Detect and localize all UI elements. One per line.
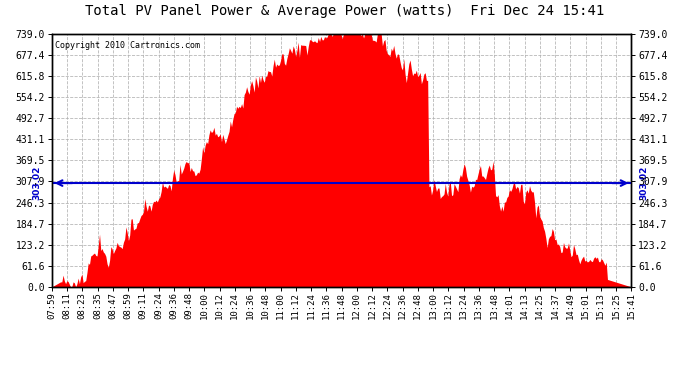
Text: Copyright 2010 Cartronics.com: Copyright 2010 Cartronics.com [55,41,199,50]
Text: Total PV Panel Power & Average Power (watts)  Fri Dec 24 15:41: Total PV Panel Power & Average Power (wa… [86,4,604,18]
Text: 303.02: 303.02 [639,166,648,200]
Text: 303.02: 303.02 [32,166,41,200]
